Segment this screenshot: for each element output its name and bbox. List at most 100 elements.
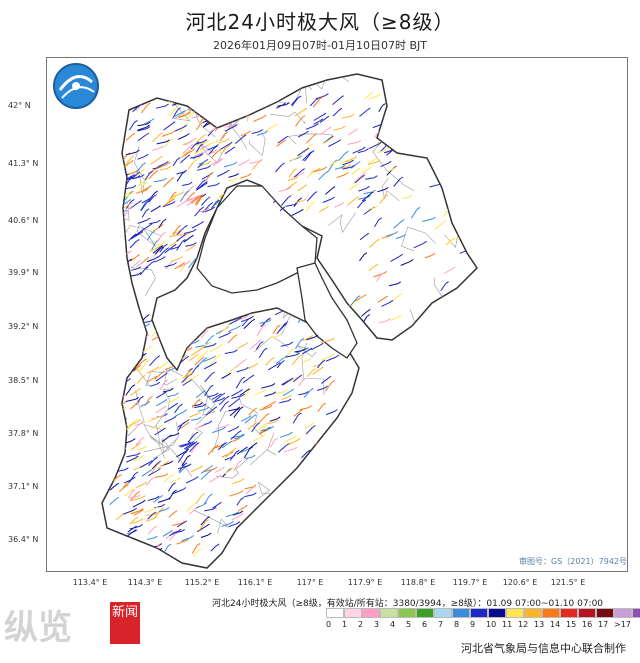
wind-barb-flag [175,239,180,243]
wind-barb [275,164,282,173]
wind-barb [137,219,148,224]
wind-barb-flag [133,529,137,533]
wind-barb [212,428,223,434]
wind-barb-flag [127,378,132,381]
wind-barb [200,472,209,480]
wind-barb-flag [303,107,308,111]
wind-barb-flag [181,262,185,266]
legend-level: 3 [374,620,380,629]
wind-barb-flag [467,247,472,251]
wind-barb-flag [309,334,314,338]
wind-barb [238,506,245,512]
wind-barb [200,331,206,339]
wind-barb [325,382,332,392]
wind-barb-flag [240,307,244,311]
wind-barb-flag [209,120,214,124]
wind-barb [193,405,204,409]
wind-barb [115,514,123,521]
wind-barb-flag [154,506,158,510]
wind-barb [215,101,222,109]
wind-barb [368,143,379,150]
wind-barb [150,464,158,475]
wind-barb-flag [334,159,338,163]
wind-barb [374,130,380,138]
wind-barb [267,364,278,371]
legend-level: 5 [406,620,412,629]
wind-barb [189,155,200,159]
wind-barb [140,403,148,408]
wind-barb-flag [331,380,335,383]
wind-barb [136,447,144,451]
wind-barb-flag [244,342,249,345]
wind-barb [114,334,124,342]
wind-barb-flag [196,194,201,198]
wind-barb-flag [307,357,312,361]
wind-barb [155,105,166,109]
wind-barb-flag [313,191,318,194]
wind-barb-flag [132,368,137,372]
wind-barb [148,458,155,466]
wind-barb-flag [334,409,338,412]
wind-barb-flag [136,171,141,175]
wind-barb-flag [170,474,174,478]
wind-barb [291,97,299,106]
wind-barb-flag [364,148,369,152]
wind-barb [358,187,367,192]
wind-barb-flag [131,364,136,367]
wind-barb [256,326,264,337]
wind-barb [315,95,326,100]
wind-barb-flag [122,394,127,398]
county-line [200,144,226,164]
wind-barb [172,159,178,167]
wind-barb [185,478,196,484]
wind-barb [174,126,184,132]
wind-barb [137,155,146,160]
wind-barb-flag [115,496,119,500]
wind-barb-flag [145,208,150,212]
wind-barb [229,492,241,497]
wind-barb [313,114,324,121]
wind-barb [154,475,165,478]
wind-barb-flag [356,167,361,171]
wind-barb [155,407,164,414]
wind-barb [166,367,176,372]
wind-barb [194,197,201,205]
wind-barb [269,418,278,422]
wind-barb [157,462,167,470]
wind-barb-flag [183,169,187,173]
wind-barb [448,184,456,188]
wind-barb [200,145,208,150]
wind-barb-flag [357,161,361,164]
wind-barb [123,490,131,497]
wind-barb [294,109,305,117]
legend-swatch [488,608,506,618]
wind-barb-flag [159,494,164,498]
wind-barb-flag [362,172,367,176]
wind-barb-flag [199,152,204,156]
wind-barb-flag [402,233,406,237]
wind-barb [209,127,217,134]
wind-barb-flag [288,394,292,398]
wind-barb [164,140,171,148]
wind-barb-flag [235,511,239,515]
wind-barb [162,202,173,208]
wind-barb-flag [179,403,183,407]
wind-barb-flag [143,358,147,362]
wind-barb-flag [431,252,436,256]
wind-barb [325,188,333,195]
wind-barb [134,553,143,558]
wind-barb [182,381,190,386]
county-line [136,224,156,247]
wind-barb [176,522,184,528]
wind-barb-flag [190,234,194,238]
wind-barb-flag [353,155,358,159]
wind-barb [176,450,186,458]
wind-barb [137,183,145,192]
wind-barb [357,201,364,209]
wind-barb [207,314,219,320]
wind-barb-flag [115,369,119,372]
wind-barb [203,357,213,362]
wind-barb-flag [128,205,133,209]
wind-barb-flag [363,252,368,256]
wind-barb-flag [397,281,401,285]
